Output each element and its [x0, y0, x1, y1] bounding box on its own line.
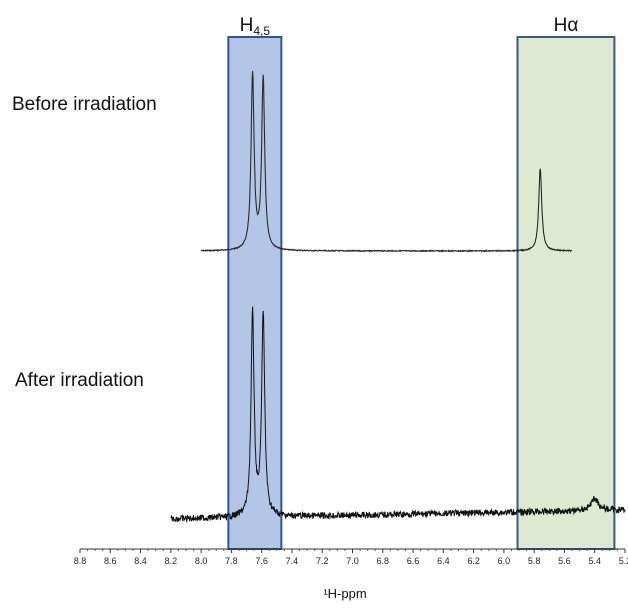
highlight-layer: H4,5 Hα [227, 15, 616, 550]
highlight-label-0: H4,5 [240, 15, 271, 38]
x-tick-label: 8.0 [195, 556, 208, 566]
spectrum-trace-1 [170, 306, 626, 524]
spectra-layer [170, 71, 626, 524]
x-tick-label: 7.6 [255, 556, 268, 566]
spectrum-trace-0 [200, 71, 573, 253]
x-tick-label: 6.6 [407, 556, 420, 566]
x-tick-label: 8.4 [134, 556, 147, 566]
x-tick-label: 6.0 [498, 556, 511, 566]
x-tick-label: 8.6 [104, 556, 117, 566]
x-tick-label: 6.4 [437, 556, 450, 566]
x-tick-label: 7.2 [316, 556, 329, 566]
x-axis: 8.8 8.6 8.4 8.2 8.0 7.8 7.6 7.4 7.2 7.0 6.8 6.6 6.4 6… [74, 548, 628, 566]
x-tick-label: 5.6 [558, 556, 571, 566]
x-tick-label: 5.2 [619, 556, 628, 566]
x-tick-label: 8.2 [165, 556, 178, 566]
highlight-region-1 [516, 36, 616, 550]
highlight-label-1: Hα [554, 15, 579, 36]
x-tick-label: 7.4 [286, 556, 299, 566]
highlight-region-0 [227, 36, 283, 550]
x-axis-label: ¹H-ppm [323, 586, 366, 601]
x-tick-label: 5.8 [528, 556, 541, 566]
x-tick-label: 7.8 [225, 556, 238, 566]
x-tick-label: 6.2 [467, 556, 480, 566]
x-tick-label: 6.8 [377, 556, 390, 566]
x-tick-label: 8.8 [74, 556, 87, 566]
x-tick-label: 7.0 [346, 556, 359, 566]
spectrum-label-after: After irradiation [15, 370, 144, 391]
x-tick-label: 5.4 [588, 556, 601, 566]
spectrum-label-before: Before irradiation [12, 94, 157, 115]
